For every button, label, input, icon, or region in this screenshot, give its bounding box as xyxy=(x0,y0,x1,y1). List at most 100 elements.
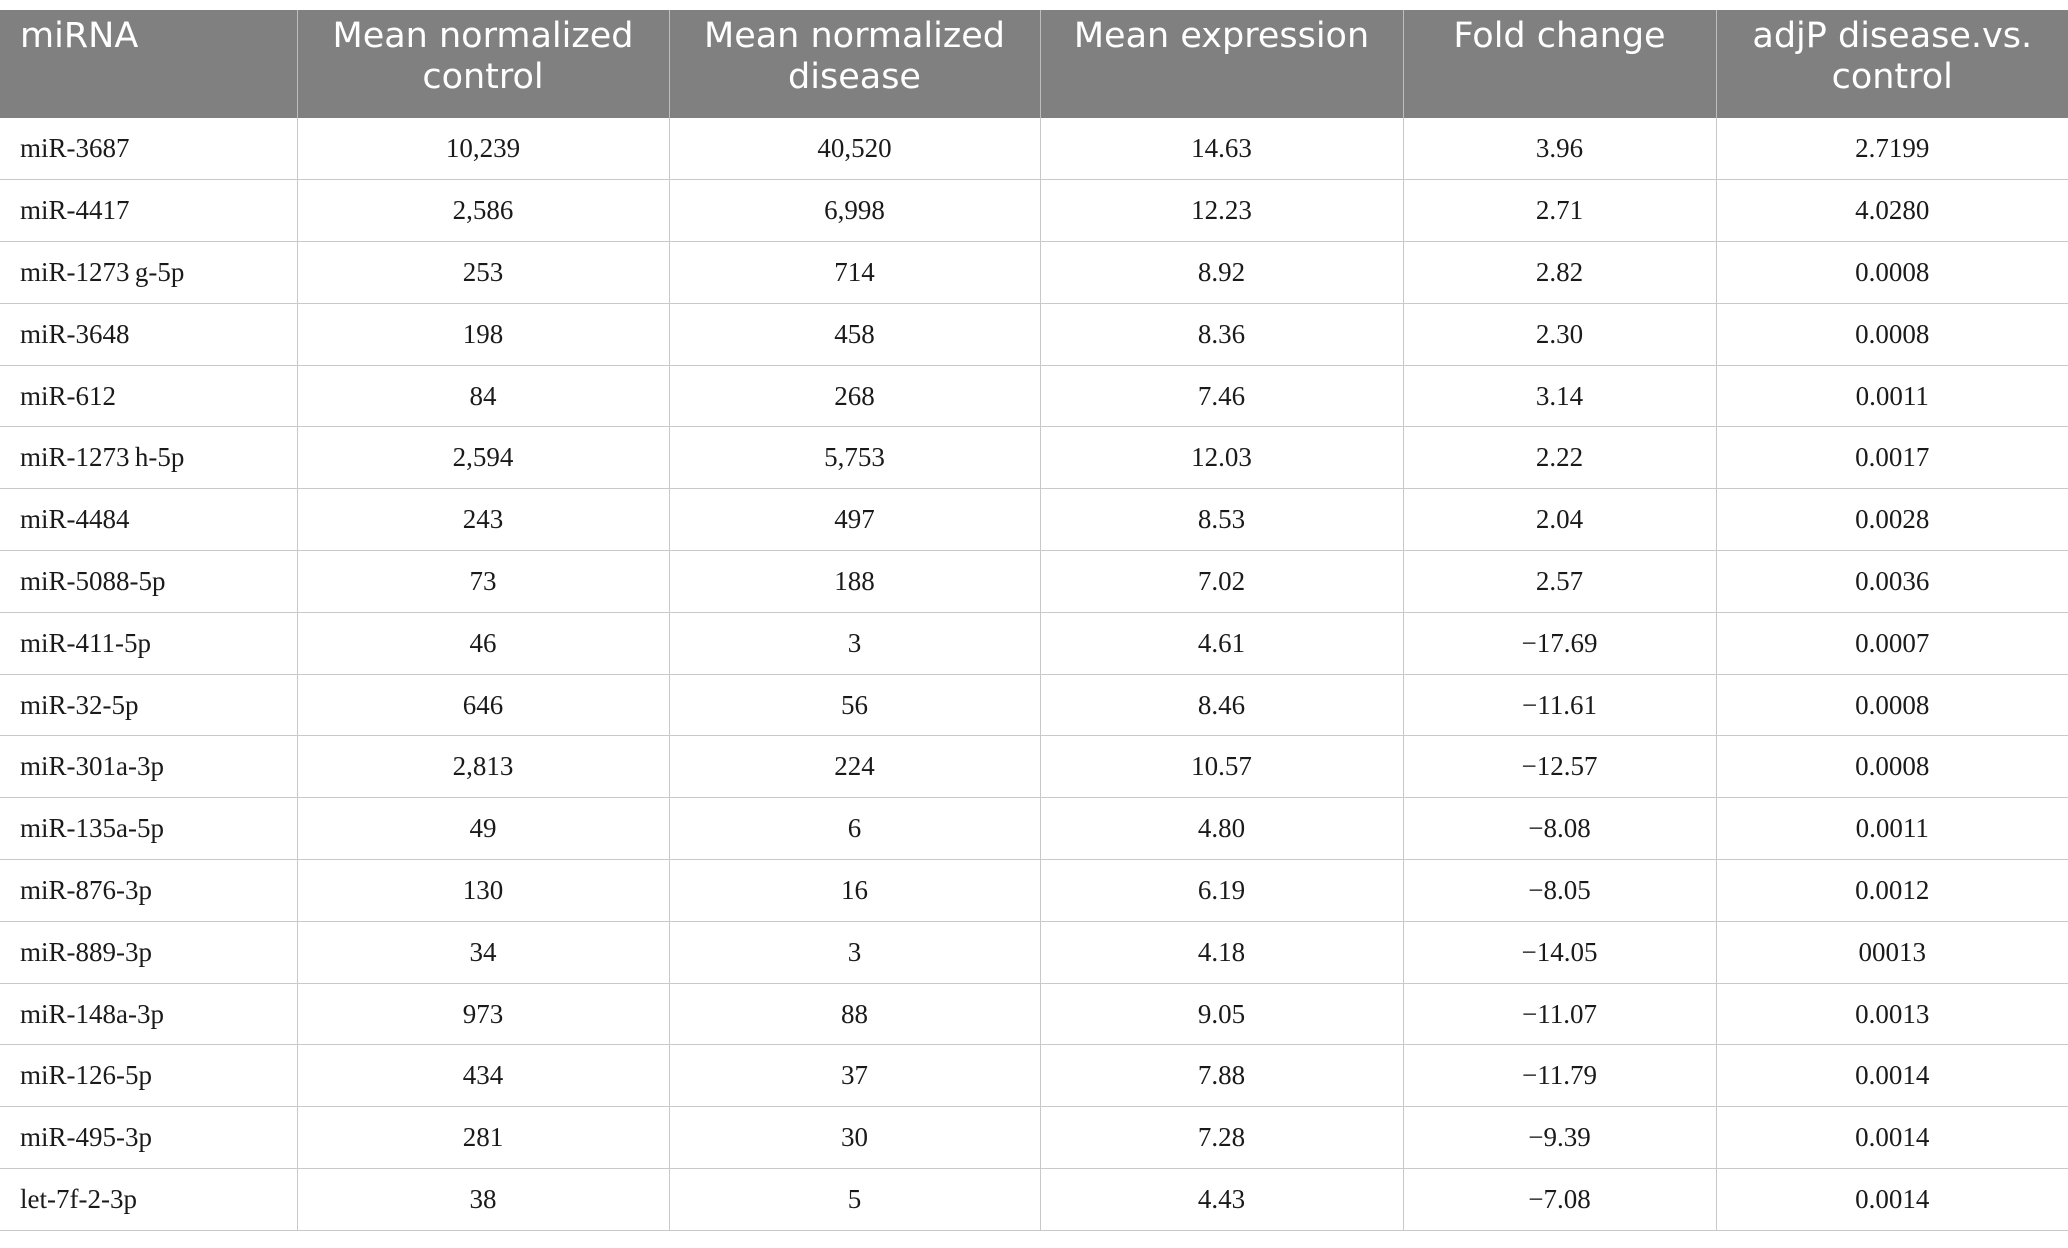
cell-mean-expression: 7.02 xyxy=(1039,550,1403,613)
header-mean-normalized-control: Mean normalized control xyxy=(296,10,669,118)
table-row: miR-889-3p 34 3 4.18 −14.05 00013 xyxy=(0,921,2068,984)
cell-adjp: 4.0280 xyxy=(1715,179,2068,243)
cell-mean-expression: 10.57 xyxy=(1039,735,1403,799)
cell-fold-change: −14.05 xyxy=(1402,921,1716,984)
table-row: miR-4417 2,586 6,998 12.23 2.71 4.0280 xyxy=(0,179,2068,243)
cell-fold-change: 3.14 xyxy=(1402,365,1716,428)
header-row: miRNA Mean normalized control Mean norma… xyxy=(0,10,2068,118)
cell-mean-expression: 4.43 xyxy=(1039,1168,1403,1231)
cell-mean-normalized-control: 198 xyxy=(296,303,669,366)
table-body: miR-3687 10,239 40,520 14.63 3.96 2.7199 miR-4… xyxy=(0,118,2068,1231)
cell-mean-normalized-disease: 88 xyxy=(668,983,1040,1046)
header-mean-normalized-disease: Mean normalized disease xyxy=(668,10,1040,118)
cell-mean-expression: 12.03 xyxy=(1039,426,1403,490)
cell-mean-normalized-disease: 714 xyxy=(668,241,1040,304)
cell-mean-normalized-control: 130 xyxy=(296,859,669,922)
cell-mirna: miR-3648 xyxy=(0,303,297,366)
cell-mean-expression: 4.61 xyxy=(1039,612,1403,675)
cell-fold-change: −8.08 xyxy=(1402,797,1716,861)
cell-mean-normalized-disease: 497 xyxy=(668,488,1040,552)
table-row: miR-3648 198 458 8.36 2.30 0.0008 xyxy=(0,303,2068,366)
header-fold-change: Fold change xyxy=(1402,10,1716,118)
cell-fold-change: −11.79 xyxy=(1402,1044,1716,1108)
cell-mean-expression: 7.28 xyxy=(1039,1106,1403,1170)
cell-adjp: 0.0008 xyxy=(1715,735,2068,799)
cell-mirna: miR-4484 xyxy=(0,488,297,552)
table-row: let-7f-2-3p 38 5 4.43 −7.08 0.0014 xyxy=(0,1168,2068,1231)
cell-mirna: miR-4417 xyxy=(0,179,297,243)
cell-adjp: 0.0014 xyxy=(1715,1044,2068,1108)
table-row: miR-4484 243 497 8.53 2.04 0.0028 xyxy=(0,488,2068,552)
cell-mean-normalized-disease: 56 xyxy=(668,674,1040,737)
cell-mean-normalized-disease: 16 xyxy=(668,859,1040,922)
cell-adjp: 0.0007 xyxy=(1715,612,2068,675)
cell-mirna: miR-32-5p xyxy=(0,674,297,737)
cell-adjp: 0.0008 xyxy=(1715,241,2068,304)
cell-mean-expression: 12.23 xyxy=(1039,179,1403,243)
cell-mirna: miR-3687 xyxy=(0,118,297,181)
cell-mean-normalized-disease: 6,998 xyxy=(668,179,1040,243)
cell-mirna: miR-301a-3p xyxy=(0,735,297,799)
header-mean-expression: Mean expression xyxy=(1039,10,1403,118)
cell-mirna: miR-148a-3p xyxy=(0,983,297,1046)
cell-mean-expression: 8.36 xyxy=(1039,303,1403,366)
cell-mean-normalized-control: 2,586 xyxy=(296,179,669,243)
cell-mirna: miR-889-3p xyxy=(0,921,297,984)
cell-mean-normalized-control: 38 xyxy=(296,1168,669,1231)
table-row: miR-1273 h-5p 2,594 5,753 12.03 2.22 0.0017 xyxy=(0,426,2068,490)
cell-mean-normalized-control: 46 xyxy=(296,612,669,675)
cell-mean-normalized-disease: 268 xyxy=(668,365,1040,428)
table-row: miR-301a-3p 2,813 224 10.57 −12.57 0.0008 xyxy=(0,735,2068,799)
cell-mean-expression: 14.63 xyxy=(1039,118,1403,181)
cell-adjp: 00013 xyxy=(1715,921,2068,984)
cell-mean-normalized-disease: 3 xyxy=(668,921,1040,984)
cell-mean-normalized-control: 2,813 xyxy=(296,735,669,799)
cell-mean-expression: 9.05 xyxy=(1039,983,1403,1046)
cell-adjp: 0.0014 xyxy=(1715,1106,2068,1170)
table-row: miR-126-5p 434 37 7.88 −11.79 0.0014 xyxy=(0,1044,2068,1108)
cell-mean-normalized-control: 2,594 xyxy=(296,426,669,490)
cell-mean-normalized-disease: 6 xyxy=(668,797,1040,861)
cell-mean-normalized-disease: 3 xyxy=(668,612,1040,675)
cell-mean-expression: 6.19 xyxy=(1039,859,1403,922)
cell-adjp: 0.0028 xyxy=(1715,488,2068,552)
cell-fold-change: 2.22 xyxy=(1402,426,1716,490)
cell-mean-expression: 8.92 xyxy=(1039,241,1403,304)
cell-fold-change: −7.08 xyxy=(1402,1168,1716,1231)
cell-mean-normalized-control: 434 xyxy=(296,1044,669,1108)
cell-mean-normalized-control: 84 xyxy=(296,365,669,428)
cell-adjp: 0.0011 xyxy=(1715,365,2068,428)
table-row: miR-3687 10,239 40,520 14.63 3.96 2.7199 xyxy=(0,118,2068,181)
cell-fold-change: 2.57 xyxy=(1402,550,1716,613)
cell-adjp: 2.7199 xyxy=(1715,118,2068,181)
cell-mean-normalized-disease: 224 xyxy=(668,735,1040,799)
cell-mirna: miR-411-5p xyxy=(0,612,297,675)
cell-mean-normalized-control: 253 xyxy=(296,241,669,304)
cell-adjp: 0.0017 xyxy=(1715,426,2068,490)
table-header: miRNA Mean normalized control Mean norma… xyxy=(0,10,2068,118)
cell-mean-expression: 8.46 xyxy=(1039,674,1403,737)
cell-adjp: 0.0014 xyxy=(1715,1168,2068,1231)
cell-mean-normalized-control: 73 xyxy=(296,550,669,613)
cell-fold-change: −17.69 xyxy=(1402,612,1716,675)
cell-mean-normalized-disease: 458 xyxy=(668,303,1040,366)
cell-mean-normalized-disease: 188 xyxy=(668,550,1040,613)
table-row: miR-32-5p 646 56 8.46 −11.61 0.0008 xyxy=(0,674,2068,737)
cell-mean-normalized-disease: 40,520 xyxy=(668,118,1040,181)
table-row: miR-612 84 268 7.46 3.14 0.0011 xyxy=(0,365,2068,428)
cell-mean-expression: 8.53 xyxy=(1039,488,1403,552)
cell-fold-change: 2.82 xyxy=(1402,241,1716,304)
cell-mirna: let-7f-2-3p xyxy=(0,1168,297,1231)
cell-mean-normalized-control: 646 xyxy=(296,674,669,737)
cell-mean-normalized-disease: 5 xyxy=(668,1168,1040,1231)
cell-mirna: miR-495-3p xyxy=(0,1106,297,1170)
cell-mean-expression: 4.80 xyxy=(1039,797,1403,861)
table-row: miR-5088-5p 73 188 7.02 2.57 0.0036 xyxy=(0,550,2068,613)
cell-adjp: 0.0012 xyxy=(1715,859,2068,922)
cell-mean-expression: 7.88 xyxy=(1039,1044,1403,1108)
cell-mirna: miR-876-3p xyxy=(0,859,297,922)
cell-fold-change: −11.07 xyxy=(1402,983,1716,1046)
mirna-table: miRNA Mean normalized control Mean norma… xyxy=(0,10,2068,1231)
header-mirna: miRNA xyxy=(0,10,297,118)
cell-mirna: miR-1273 h-5p xyxy=(0,426,297,490)
